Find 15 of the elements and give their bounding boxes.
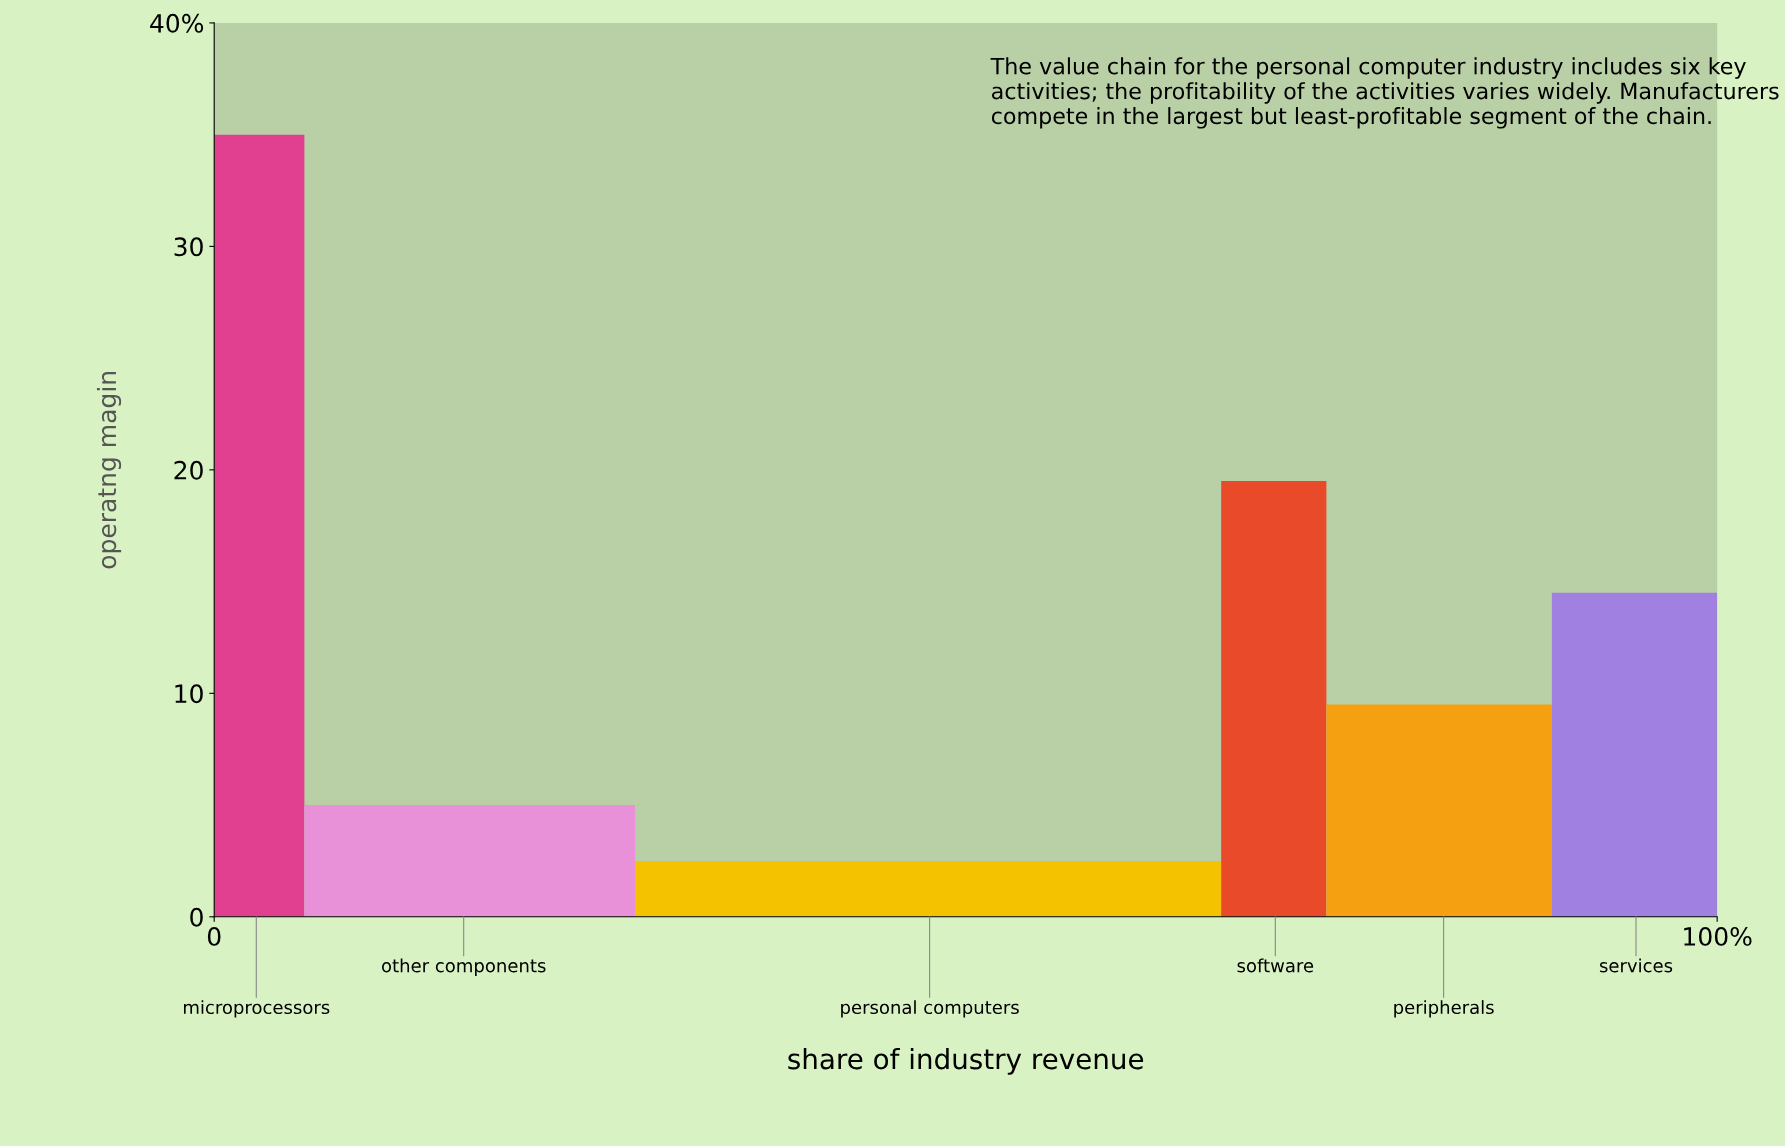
y-tick-label: 40%: [150, 13, 204, 33]
x-tick-label: 100%: [1684, 926, 1752, 946]
annotation: software: [1237, 958, 1314, 973]
annotation: services: [1599, 958, 1673, 973]
y-tick-label: 30: [174, 237, 203, 257]
y-tick-label: 0: [190, 907, 203, 927]
annotation: microprocessors: [184, 1000, 330, 1018]
y-tick-label: 20: [174, 460, 203, 480]
y-tick-label: 10: [175, 684, 203, 704]
annotation: peripherals: [1394, 1000, 1494, 1018]
annotation: The value chain for the personal computer industry includes six key activities; the profitability of the activities varies widely. Manufacturers compete in the largest but least-profitable segment of the chain.: [990, 57, 1779, 129]
y-axis-title: operatng magin: [96, 372, 122, 569]
annotation: personal computers: [841, 1000, 1019, 1018]
annotation: other components: [381, 958, 546, 976]
x-axis-title: share of industry revenue: [788, 1047, 1144, 1075]
